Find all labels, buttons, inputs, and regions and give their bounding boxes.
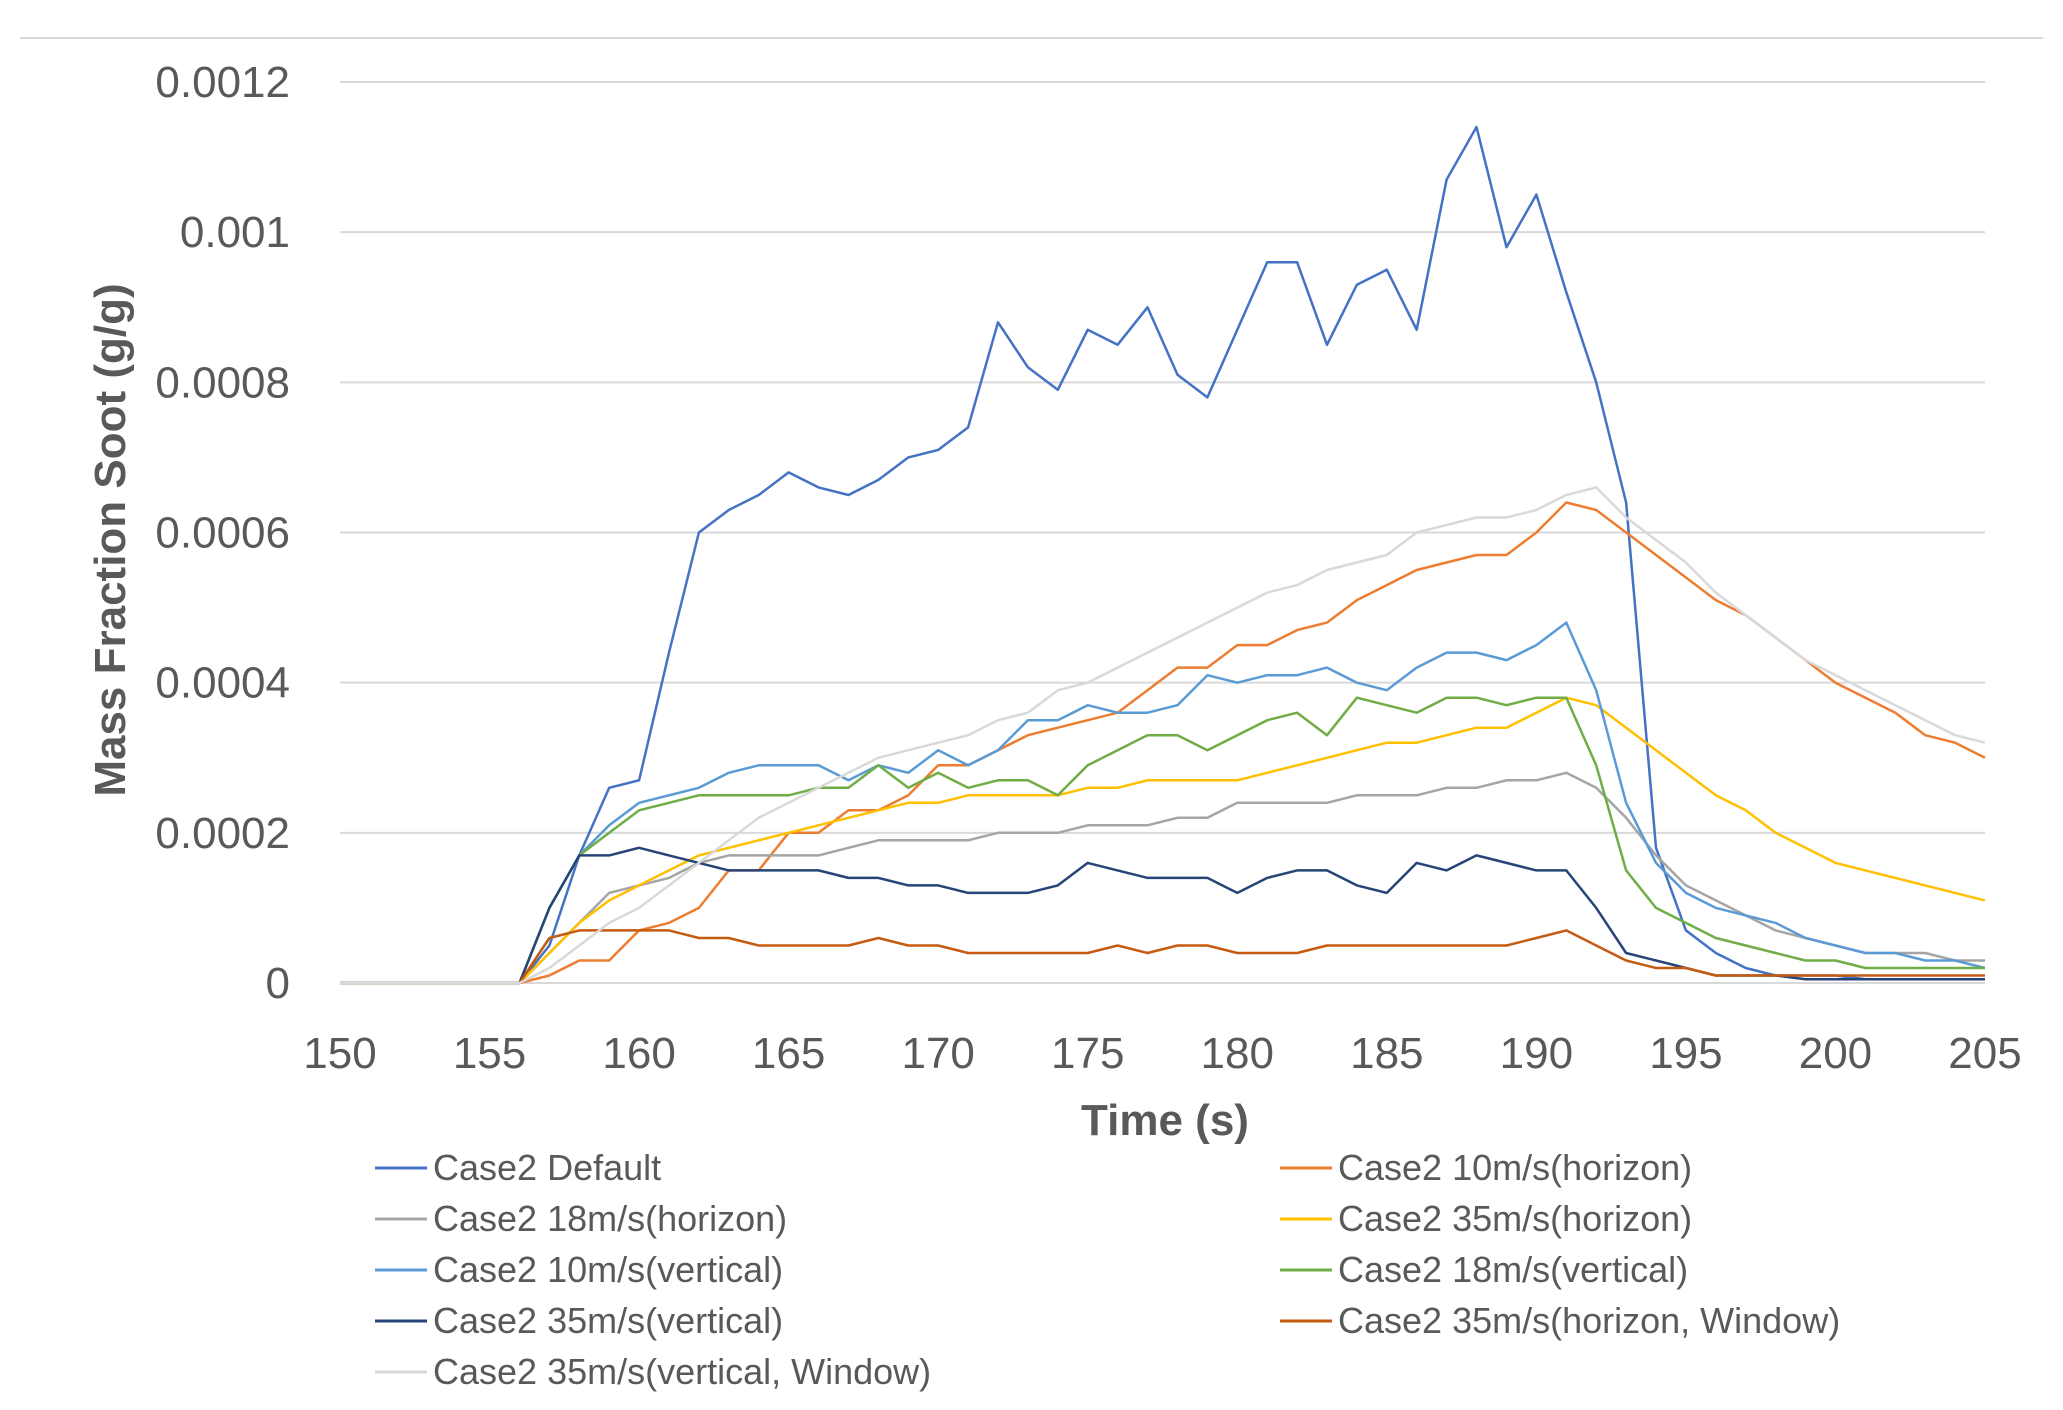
series-line-5 [340, 621, 1986, 985]
x-tick-label: 165 [752, 1029, 825, 1078]
legend-label: Case2 35m/s(horizon) [1338, 1198, 1692, 1239]
legend-label: Case2 18m/s(horizon) [433, 1198, 787, 1239]
y-tick-label: 0.001 [180, 208, 290, 257]
x-tick-label: 185 [1350, 1029, 1423, 1078]
legend-label: Case2 35m/s(vertical) [433, 1300, 783, 1341]
legend-label: Case2 10m/s(vertical) [433, 1249, 783, 1290]
series-line-1 [340, 125, 1985, 985]
series-line-8 [340, 929, 1985, 985]
x-tick-label: 155 [453, 1029, 526, 1078]
y-axis-ticks: 0 0.0002 0.0004 0.0006 0.0008 0.001 0.0012 [155, 58, 290, 1008]
x-tick-label: 190 [1500, 1029, 1573, 1078]
series-line-9 [340, 486, 1986, 985]
legend-label: Case2 35m/s(horizon, Window) [1338, 1300, 1840, 1341]
series-lines [340, 125, 1986, 985]
y-tick-label: 0.0002 [155, 809, 290, 858]
y-tick-label: 0.0008 [155, 358, 290, 407]
x-tick-label: 180 [1201, 1029, 1274, 1078]
x-tick-label: 195 [1649, 1029, 1722, 1078]
legend: Case2 Default Case2 10m/s(horizon) Case2 1… [375, 1147, 1840, 1392]
x-tick-label: 200 [1799, 1029, 1872, 1078]
series-line-3 [340, 771, 1985, 985]
x-axis-title: Time (s) [1081, 1096, 1249, 1145]
y-tick-label: 0.0004 [155, 659, 290, 708]
y-tick-label: 0 [266, 959, 290, 1008]
x-tick-label: 160 [602, 1029, 675, 1078]
x-tick-label: 205 [1948, 1029, 2021, 1078]
legend-label: Case2 35m/s(vertical, Window) [433, 1351, 931, 1392]
x-axis-ticks: 150 155 160 165 170 175 180 185 190 195 200 205 [303, 1029, 2021, 1078]
series-line-6 [340, 696, 1985, 985]
series-line-4 [340, 696, 1986, 985]
y-tick-label: 0.0012 [155, 58, 290, 107]
y-tick-label: 0.0006 [155, 509, 290, 558]
gridlines [340, 81, 1985, 984]
legend-label: Case2 18m/s(vertical) [1338, 1249, 1688, 1290]
legend-label: Case2 Default [433, 1147, 661, 1188]
legend-label: Case2 10m/s(horizon) [1338, 1147, 1692, 1188]
x-tick-label: 175 [1051, 1029, 1124, 1078]
y-axis-title: Mass Fraction Soot (g/g) [86, 283, 135, 796]
x-tick-label: 170 [901, 1029, 974, 1078]
x-tick-label: 150 [303, 1029, 376, 1078]
